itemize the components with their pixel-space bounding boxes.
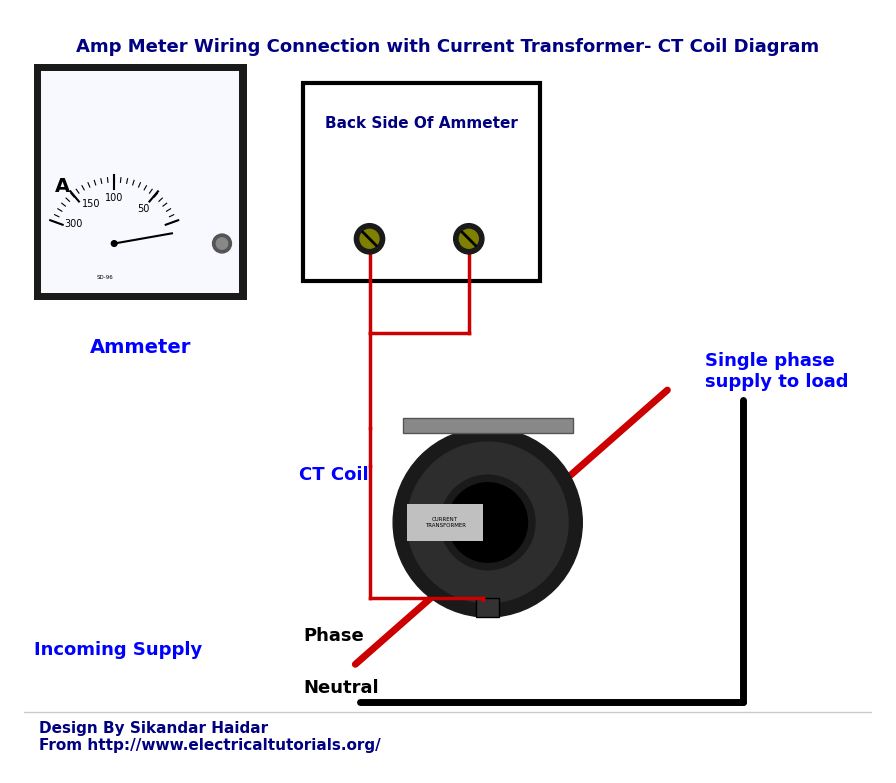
Text: Back Side Of Ammeter: Back Side Of Ammeter — [325, 116, 518, 131]
Text: Neutral: Neutral — [304, 679, 379, 697]
Text: Single phase
supply to load: Single phase supply to load — [705, 352, 849, 391]
Circle shape — [408, 442, 568, 603]
Bar — [34, 64, 246, 300]
Text: Incoming Supply: Incoming Supply — [34, 641, 202, 659]
Circle shape — [453, 224, 484, 254]
Text: Design By Sikandar Haidar: Design By Sikandar Haidar — [39, 721, 268, 736]
Text: SD-96: SD-96 — [97, 276, 113, 280]
Text: From http://www.electricaltutorials.org/: From http://www.electricaltutorials.org/ — [39, 738, 380, 753]
Text: Amp Meter Wiring Connection with Current Transformer- CT Coil Diagram: Amp Meter Wiring Connection with Current… — [76, 38, 820, 56]
Circle shape — [216, 238, 228, 249]
Bar — [477, 598, 499, 617]
Text: 150: 150 — [82, 199, 100, 209]
Circle shape — [360, 229, 379, 248]
Text: Phase: Phase — [304, 627, 364, 645]
Text: CT Coil: CT Coil — [298, 466, 368, 484]
Circle shape — [441, 475, 535, 570]
Text: A: A — [55, 176, 70, 196]
Bar — [408, 503, 483, 541]
Circle shape — [355, 224, 384, 254]
Text: 100: 100 — [105, 193, 124, 203]
Text: CURRENT
TRANSFORMER: CURRENT TRANSFORMER — [425, 517, 466, 528]
Bar — [41, 71, 239, 293]
Circle shape — [393, 428, 582, 617]
Circle shape — [212, 234, 231, 253]
Bar — [304, 83, 539, 281]
Text: 300: 300 — [64, 219, 82, 229]
Circle shape — [460, 229, 478, 248]
Circle shape — [111, 240, 117, 247]
Text: 50: 50 — [137, 204, 150, 214]
Bar — [402, 418, 573, 433]
Circle shape — [448, 483, 528, 562]
Text: Ammeter: Ammeter — [90, 338, 191, 357]
